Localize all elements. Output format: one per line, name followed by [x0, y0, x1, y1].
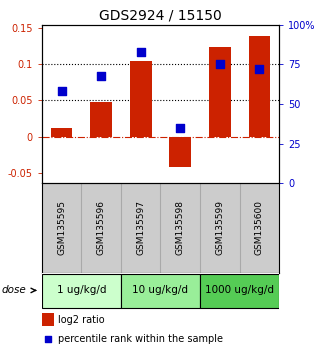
Point — [45, 336, 50, 342]
Bar — [42, 274, 121, 308]
Point — [138, 49, 143, 55]
Text: GSM135597: GSM135597 — [136, 200, 145, 256]
Text: 1 ug/kg/d: 1 ug/kg/d — [56, 285, 106, 296]
Text: 1000 ug/kg/d: 1000 ug/kg/d — [205, 285, 274, 296]
Text: log2 ratio: log2 ratio — [58, 315, 105, 325]
Text: GSM135595: GSM135595 — [57, 200, 66, 256]
Text: percentile rank within the sample: percentile rank within the sample — [58, 334, 223, 344]
Bar — [130, 61, 152, 137]
Point — [257, 66, 262, 72]
Bar — [200, 274, 279, 308]
Point — [217, 62, 222, 67]
Text: GSM135599: GSM135599 — [215, 200, 224, 256]
Bar — [169, 137, 191, 167]
Bar — [51, 128, 73, 137]
Title: GDS2924 / 15150: GDS2924 / 15150 — [99, 8, 222, 22]
Text: GSM135596: GSM135596 — [97, 200, 106, 256]
Bar — [209, 47, 231, 137]
Bar — [42, 314, 54, 326]
Point — [99, 73, 104, 78]
Text: dose: dose — [1, 285, 26, 296]
Point — [178, 125, 183, 131]
Text: GSM135598: GSM135598 — [176, 200, 185, 256]
Text: GSM135600: GSM135600 — [255, 200, 264, 256]
Text: 10 ug/kg/d: 10 ug/kg/d — [133, 285, 188, 296]
Point — [59, 88, 64, 94]
Bar — [248, 36, 270, 137]
Bar — [121, 274, 200, 308]
Bar — [90, 102, 112, 137]
